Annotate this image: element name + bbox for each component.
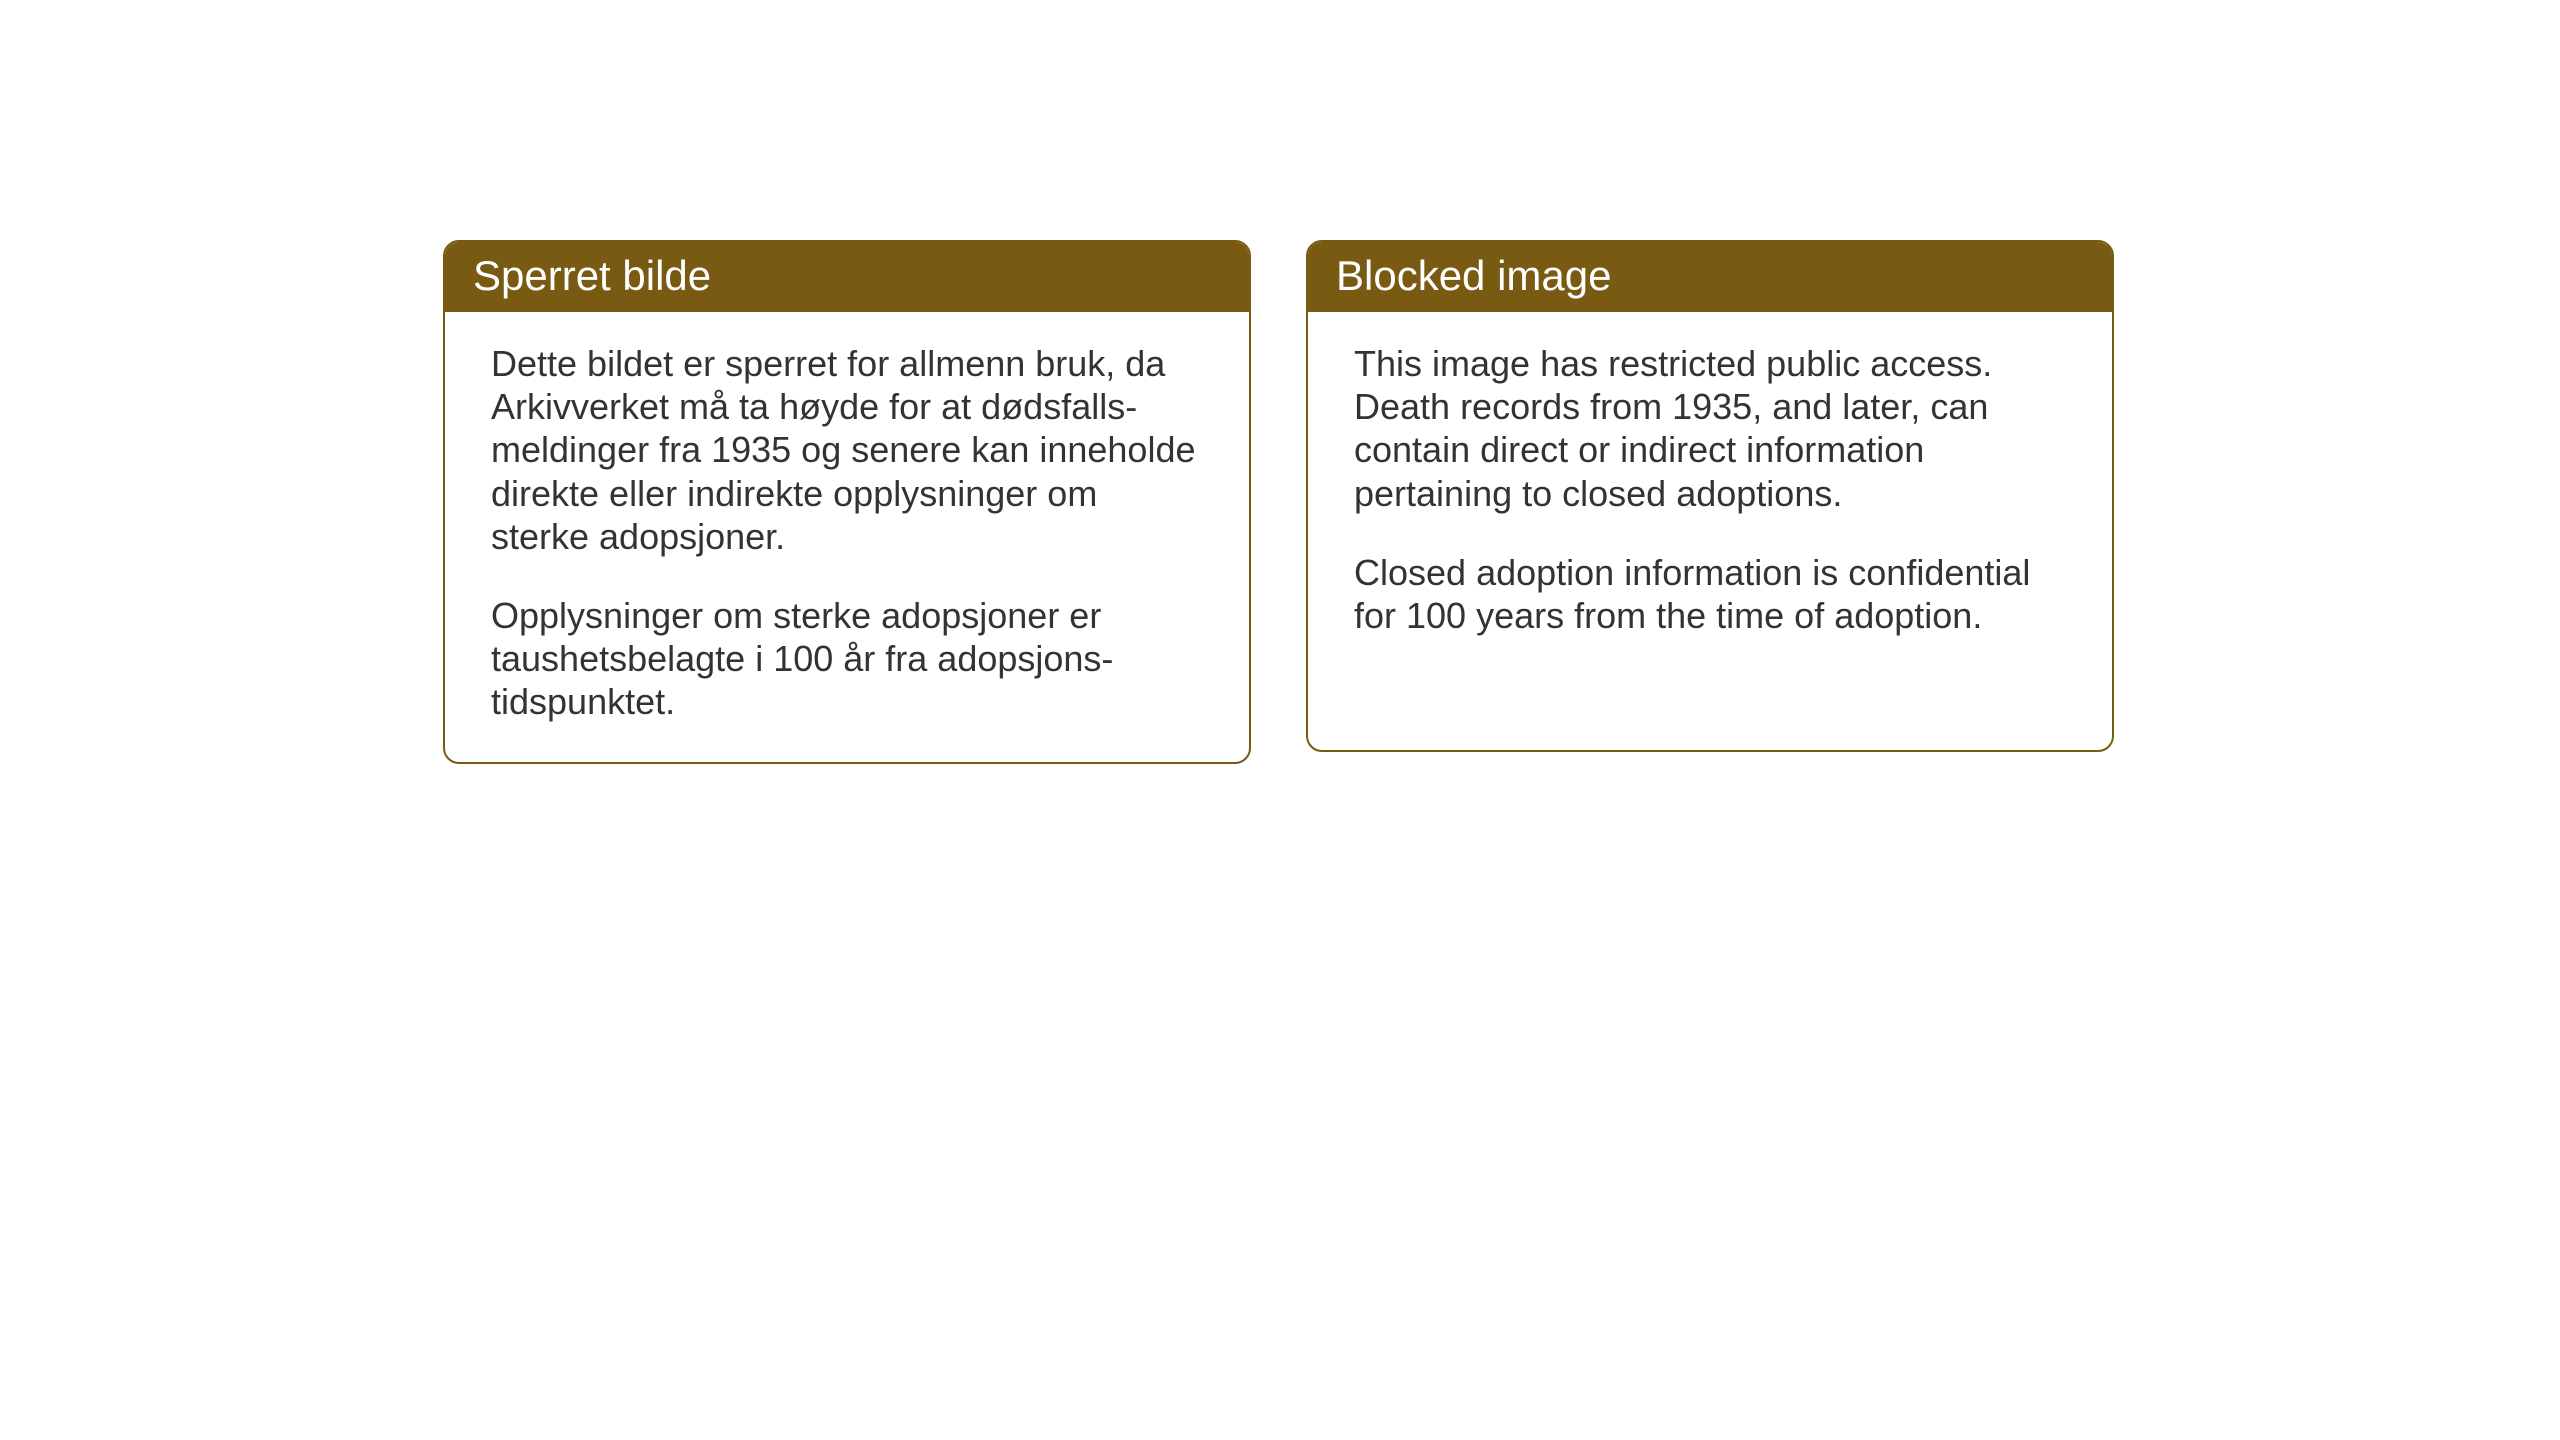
english-card-body: This image has restricted public access.… (1308, 312, 2112, 675)
english-paragraph-1: This image has restricted public access.… (1354, 342, 2066, 515)
norwegian-card-title: Sperret bilde (445, 242, 1249, 312)
english-paragraph-2: Closed adoption information is confident… (1354, 551, 2066, 637)
english-card-title: Blocked image (1308, 242, 2112, 312)
english-notice-card: Blocked image This image has restricted … (1306, 240, 2114, 752)
norwegian-notice-card: Sperret bilde Dette bildet er sperret fo… (443, 240, 1251, 764)
cards-container: Sperret bilde Dette bildet er sperret fo… (443, 240, 2114, 764)
norwegian-paragraph-1: Dette bildet er sperret for allmenn bruk… (491, 342, 1203, 558)
norwegian-paragraph-2: Opplysninger om sterke adopsjoner er tau… (491, 594, 1203, 724)
norwegian-card-body: Dette bildet er sperret for allmenn bruk… (445, 312, 1249, 762)
